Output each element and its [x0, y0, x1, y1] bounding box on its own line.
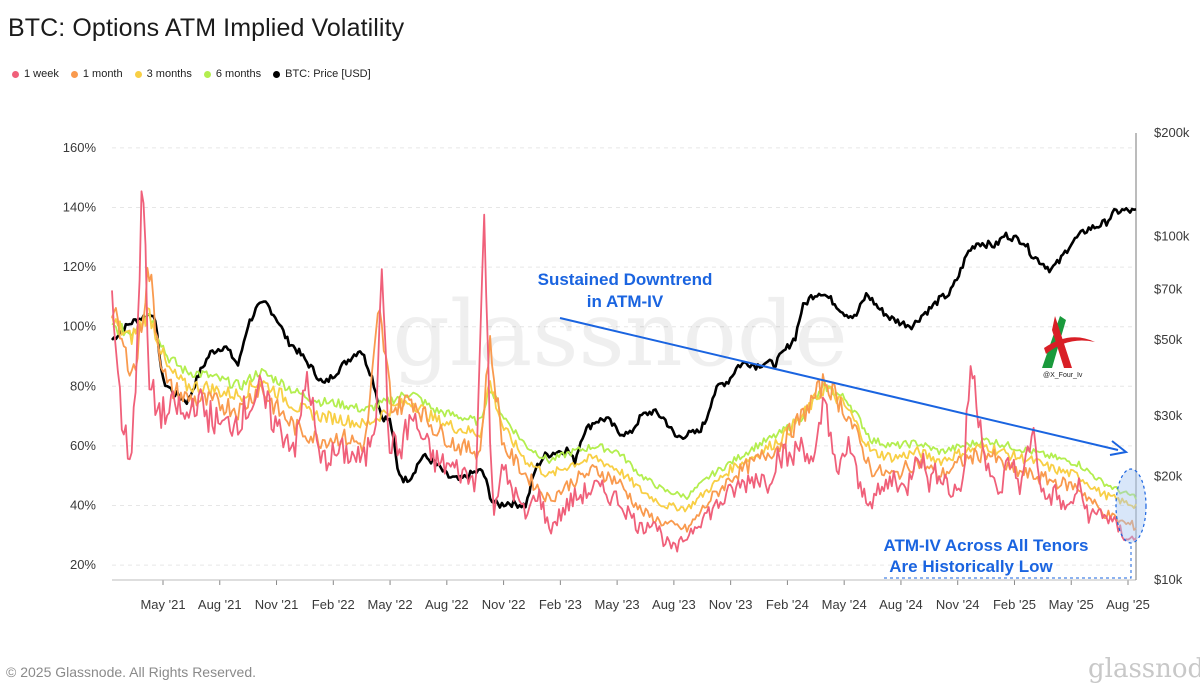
- legend-item-1-week[interactable]: 1 week: [12, 68, 59, 80]
- x-tick-label: Aug '21: [198, 597, 242, 612]
- y-left-tick-label: 40%: [70, 498, 96, 513]
- y-left-tick-label: 160%: [63, 140, 97, 155]
- legend-label-1-month: 1 month: [82, 68, 123, 80]
- left-axis-ticks: 20% 40% 60% 80% 100% 120% 140% 160%: [63, 140, 97, 572]
- legend-item-btc-price[interactable]: BTC: Price [USD]: [273, 68, 371, 80]
- x-tick-label: Feb '24: [766, 597, 809, 612]
- x-tick-label: Nov '23: [709, 597, 753, 612]
- x-tick-label: May '22: [367, 597, 412, 612]
- legend-dot-6-months: [203, 70, 211, 78]
- legend-label-3-months: 3 months: [146, 68, 192, 80]
- legend-item-1-month[interactable]: 1 month: [70, 68, 123, 80]
- y-left-tick-label: 100%: [63, 319, 97, 334]
- y-left-tick-label: 20%: [70, 557, 96, 572]
- x-tick-label: Feb '25: [993, 597, 1036, 612]
- annotation-low-line2: Are Historically Low: [889, 557, 1053, 576]
- y-left-tick-label: 120%: [63, 259, 97, 274]
- y-right-tick-label: $50k: [1154, 332, 1183, 347]
- legend: 1 week 1 month 3 months 6 months BTC: Pr…: [12, 68, 371, 80]
- legend-item-3-months[interactable]: 3 months: [134, 68, 192, 80]
- x-tick-label: Aug '22: [425, 597, 469, 612]
- downtrend-arrow: [559, 317, 1119, 451]
- annotation-low-line1: ATM-IV Across All Tenors: [884, 536, 1089, 555]
- series-line-1-week: [111, 190, 1137, 553]
- chart-title: BTC: Options ATM Implied Volatility: [8, 14, 405, 42]
- gridlines: [112, 147, 1136, 566]
- x-tick-label: Aug '24: [879, 597, 923, 612]
- annotation-bracket: [884, 545, 1132, 579]
- x-axis-ticks: May '21 Aug '21 Nov '21 Feb '22 May '22 Aug '…: [112, 579, 1150, 612]
- x-tick-label: Aug '23: [652, 597, 696, 612]
- legend-label-1-week: 1 week: [24, 68, 59, 80]
- legend-dot-1-week: [12, 70, 19, 78]
- x-tick-label: May '25: [1049, 597, 1094, 612]
- y-left-tick-label: 80%: [70, 378, 96, 393]
- y-right-tick-label: $10k: [1154, 572, 1183, 587]
- y-right-tick-label: $200k: [1154, 125, 1190, 140]
- low-iv-highlight: [1115, 468, 1147, 544]
- x-tick-label: Feb '22: [312, 597, 355, 612]
- y-right-tick-label: $100k: [1154, 228, 1190, 243]
- legend-dot-3-months: [134, 70, 142, 78]
- x-tick-label: May '24: [822, 597, 867, 612]
- legend-dot-1-month: [70, 70, 78, 78]
- x-tick-label: May '21: [140, 597, 185, 612]
- x-tick-label: Aug '25: [1106, 597, 1150, 612]
- x-tick-label: May '23: [595, 597, 640, 612]
- footer-brand: glassnode: [1088, 654, 1200, 684]
- legend-dot-btc-price: [273, 70, 281, 78]
- y-left-tick-label: 60%: [70, 438, 96, 453]
- y-right-tick-label: $70k: [1154, 282, 1183, 297]
- x-tick-label: Nov '24: [936, 597, 980, 612]
- logo-caption: @X_Four_Iv: [1043, 372, 1083, 379]
- series-line-btc-price-usd: [111, 207, 1137, 509]
- watermark: glassnode: [392, 282, 847, 387]
- x-tick-label: Nov '21: [255, 597, 299, 612]
- legend-label-btc-price: BTC: Price [USD]: [285, 68, 371, 80]
- x-tick-label: Nov '22: [482, 597, 526, 612]
- annotation-downtrend-line2: in ATM-IV: [587, 292, 664, 311]
- series-lines: [111, 190, 1137, 553]
- legend-label-6-months: 6 months: [215, 68, 262, 80]
- y-right-tick-label: $20k: [1154, 469, 1183, 484]
- x-tick-label: Feb '23: [539, 597, 582, 612]
- author-logo: [1042, 316, 1095, 368]
- downtrend-arrowhead: [1109, 440, 1129, 456]
- legend-item-6-months[interactable]: 6 months: [203, 68, 262, 80]
- annotation-downtrend-line1: Sustained Downtrend: [538, 270, 713, 289]
- footer-copyright: © 2025 Glassnode. All Rights Reserved.: [6, 664, 257, 680]
- y-right-tick-label: $30k: [1154, 408, 1183, 423]
- right-axis-ticks: $10k $20k $30k $50k $70k $100k $200k: [1154, 125, 1190, 587]
- y-left-tick-label: 140%: [63, 200, 97, 215]
